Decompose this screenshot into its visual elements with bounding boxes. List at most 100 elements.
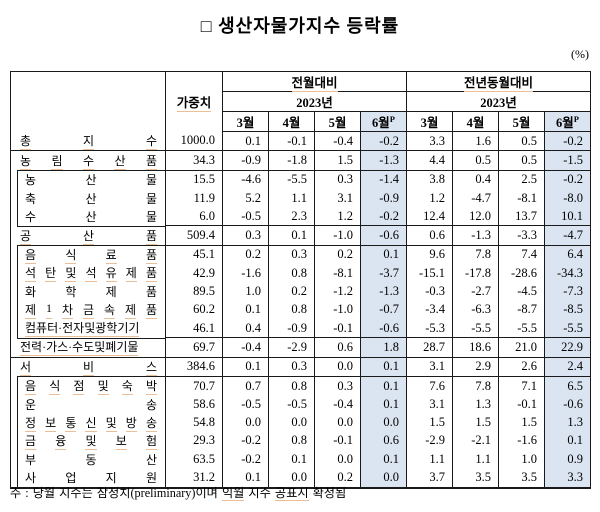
cell-yoy-1: 12.0 xyxy=(452,207,499,226)
cell-weight: 509.4 xyxy=(165,225,223,246)
month-header-yoy-6월: 6월P xyxy=(544,111,591,132)
cell-mom-2: -0.4 xyxy=(314,131,361,151)
month-header-yoy-5월: 5월 xyxy=(498,111,545,132)
cell-weight: 58.6 xyxy=(165,395,223,414)
cell-mom-0: 0.3 xyxy=(222,225,269,246)
cell-weight: 31.2 xyxy=(165,468,223,488)
cell-yoy-3: 1.3 xyxy=(544,413,591,432)
cell-yoy-3: 22.9 xyxy=(544,337,591,358)
cell-yoy-0: 3.1 xyxy=(406,356,453,377)
cell-yoy-2: 7.1 xyxy=(498,375,545,396)
cell-yoy-0: 0.6 xyxy=(406,225,453,246)
table-row: 음 식 점 및 숙 박 70.7 0.7 0.8 0.3 0.1 7.6 7.8 7.1 6.5 xyxy=(11,375,591,396)
cell-yoy-1: 1.5 xyxy=(452,413,499,432)
row-label-header-cell xyxy=(11,72,166,132)
cell-yoy-3: -5.5 xyxy=(544,318,591,338)
cell-yoy-1: -17.8 xyxy=(452,264,499,283)
cell-yoy-1: 0.5 xyxy=(452,150,499,171)
cell-mom-1: -1.8 xyxy=(268,150,315,171)
cell-mom-3: -1.3 xyxy=(359,282,407,301)
month-header-mom-5월: 5월 xyxy=(314,111,361,132)
cell-yoy-0: -5.3 xyxy=(406,318,453,338)
cell-mom-0: 1.0 xyxy=(222,282,269,301)
cell-mom-0: -0.9 xyxy=(222,150,269,171)
cell-mom-0: 0.4 xyxy=(222,318,269,338)
cell-yoy-3: 6.5 xyxy=(544,375,591,396)
cell-mom-0: -0.2 xyxy=(222,450,269,469)
cell-yoy-1: -1.3 xyxy=(452,225,499,246)
cell-yoy-1: 1.6 xyxy=(452,131,499,151)
month-header-mom-3월: 3월 xyxy=(222,111,269,132)
cell-yoy-1: -2.1 xyxy=(452,431,499,451)
cell-weight: 46.1 xyxy=(165,318,223,338)
cell-yoy-3: -0.6 xyxy=(544,395,591,414)
cell-mom-2: -0.4 xyxy=(314,395,361,414)
cell-yoy-0: -2.9 xyxy=(406,431,453,451)
table-row: 화 학 제 품 89.5 1.0 0.2 -1.2 -1.3 -0.3 -2.7 -4.5 -7.3 xyxy=(11,282,591,301)
cell-yoy-2: 2.5 xyxy=(498,169,545,189)
cell-mom-2: -0.1 xyxy=(314,431,361,451)
cell-yoy-2: 0.5 xyxy=(498,150,545,171)
table-header: 가중치 전월대비 전년동월대비 2023년 2023년 3월 4월 5월 6월P 3월 4… xyxy=(11,71,591,132)
yoy-group-label: 전년동월대비 xyxy=(464,76,534,92)
ppi-table: 가중치 전월대비 전년동월대비 2023년 2023년 3월 4월 5월 6월P 3월 4… xyxy=(10,71,592,489)
cell-yoy-3: 0.9 xyxy=(544,450,591,469)
cell-weight: 29.3 xyxy=(165,431,223,451)
cell-yoy-0: 3.1 xyxy=(406,395,453,414)
cell-yoy-0: 28.7 xyxy=(406,337,453,358)
cell-mom-2: 0.2 xyxy=(314,244,361,265)
cell-yoy-2: -4.5 xyxy=(498,282,545,301)
cell-yoy-0: 1.1 xyxy=(406,450,453,469)
cell-mom-1: -0.9 xyxy=(268,318,315,338)
cell-yoy-1: 18.6 xyxy=(452,337,499,358)
cell-mom-1: 0.1 xyxy=(268,225,315,246)
cell-weight: 34.3 xyxy=(165,150,223,171)
table-row: 수 산 물 6.0 -0.5 2.3 1.2 -0.2 12.4 12.0 13.7 10.1 xyxy=(11,207,591,226)
cell-mom-3: 0.1 xyxy=(359,375,407,396)
table-row: 제 1 차 금 속 제 품 60.2 0.1 0.8 -1.0 -0.7 -3.4 -6.3 -8.7 -8.… xyxy=(11,300,591,319)
month-header-row: 3월 4월 5월 6월P 3월 4월 5월 6월P xyxy=(11,111,591,132)
cell-mom-3: 1.8 xyxy=(359,337,407,358)
cell-yoy-3: -8.0 xyxy=(544,188,591,208)
cell-mom-1: 0.8 xyxy=(268,431,315,451)
cell-mom-1: -2.9 xyxy=(268,337,315,358)
cell-mom-0: -4.6 xyxy=(222,169,269,189)
cell-mom-2: 1.2 xyxy=(314,207,361,226)
cell-yoy-1: 2.9 xyxy=(452,356,499,377)
cell-yoy-0: 9.6 xyxy=(406,244,453,265)
footnote-text: 지수 xyxy=(244,486,275,500)
cell-weight: 60.2 xyxy=(165,300,223,319)
cell-yoy-3: 3.3 xyxy=(544,468,591,488)
cell-yoy-0: 4.4 xyxy=(406,150,453,171)
cell-mom-1: 0.0 xyxy=(268,413,315,432)
cell-mom-2: 0.3 xyxy=(314,375,361,396)
month-header-mom-6월: 6월P xyxy=(359,111,407,132)
cell-yoy-1: 7.8 xyxy=(452,244,499,265)
cell-mom-0: 0.7 xyxy=(222,375,269,396)
cell-yoy-2: 7.4 xyxy=(498,244,545,265)
cell-mom-2: 0.0 xyxy=(314,413,361,432)
cell-yoy-0: -0.3 xyxy=(406,282,453,301)
cell-yoy-1: -4.7 xyxy=(452,188,499,208)
cell-mom-1: -0.5 xyxy=(268,395,315,414)
cell-yoy-2: 21.0 xyxy=(498,337,545,358)
table-row: 정 보 통 신 및 방 송 54.8 0.0 0.0 0.0 0.0 1.5 1.5 1.5 1.3 xyxy=(11,413,591,432)
cell-mom-3: 0.1 xyxy=(359,244,407,265)
cell-mom-2: 0.3 xyxy=(314,169,361,189)
cell-mom-3: 0.1 xyxy=(359,356,407,377)
cell-weight: 384.6 xyxy=(165,356,223,377)
cell-mom-3: 0.1 xyxy=(359,450,407,469)
cell-yoy-1: -6.3 xyxy=(452,300,499,319)
